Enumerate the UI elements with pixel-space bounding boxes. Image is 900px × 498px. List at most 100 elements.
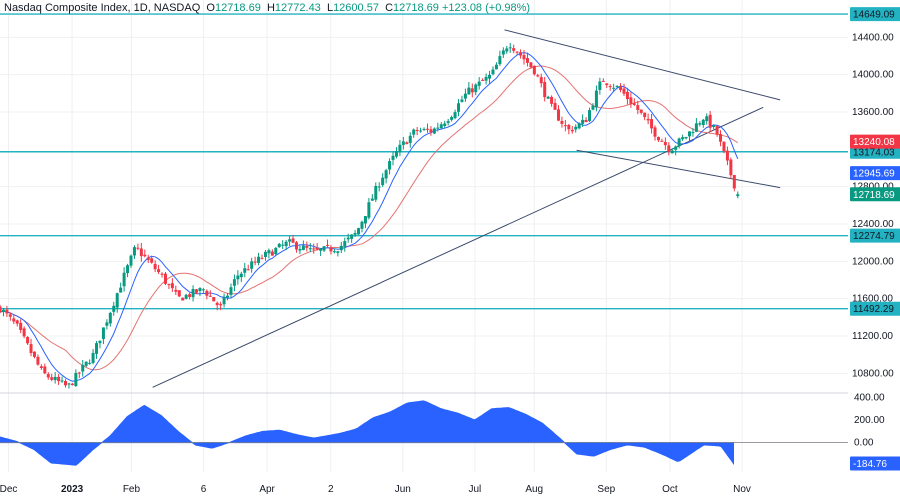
candle-body <box>184 294 188 299</box>
candle-body <box>453 112 457 119</box>
candle-body <box>43 366 47 374</box>
high-key: H <box>266 2 275 14</box>
candle-body <box>619 86 623 90</box>
candle-body <box>370 198 374 201</box>
candle-body <box>246 269 250 271</box>
candle-body <box>660 140 664 142</box>
candle-body <box>670 150 674 154</box>
candle-body <box>215 302 219 306</box>
candle-body <box>546 96 550 99</box>
candle-body <box>715 126 719 135</box>
price-tick-label: 12400.00 <box>852 219 894 230</box>
candle-body <box>53 376 57 381</box>
candle-body <box>153 263 157 270</box>
candle-body <box>81 364 85 372</box>
candle-body <box>108 312 112 324</box>
candle-body <box>139 248 143 257</box>
candle-body <box>195 289 199 293</box>
candle-body <box>681 137 685 140</box>
candle-body <box>415 130 419 132</box>
candle-body <box>353 232 357 235</box>
candle-body <box>405 142 409 145</box>
candle-body <box>26 336 30 344</box>
candle-body <box>360 221 364 229</box>
trendline <box>152 106 764 388</box>
time-tick-label: Nov <box>733 484 751 495</box>
candle-body <box>274 247 278 255</box>
candle-body <box>505 48 509 52</box>
candle-body <box>350 234 354 239</box>
candle-body <box>467 87 471 95</box>
candle-body <box>656 136 660 141</box>
candle-body <box>119 287 123 293</box>
candle-body <box>326 244 330 246</box>
candle-body <box>436 127 440 129</box>
candle-body <box>705 116 709 122</box>
candle-body <box>308 248 312 250</box>
candle-body <box>12 318 16 322</box>
ma_fast-price-label-bg <box>850 166 900 181</box>
candle-body <box>553 103 557 110</box>
candle-body <box>584 119 588 123</box>
time-tick-label: Jun <box>395 484 411 495</box>
candle-body <box>126 265 130 274</box>
level-price-label-bg <box>850 228 900 243</box>
candle-body <box>226 295 230 298</box>
candle-body <box>301 245 305 250</box>
candle-body <box>263 251 267 257</box>
time-tick-label: 2 <box>328 484 334 495</box>
candle-body <box>494 64 498 70</box>
trendline <box>576 149 781 189</box>
time-tick-label: Jul <box>468 484 481 495</box>
candle-body <box>622 88 626 94</box>
candle-body <box>643 112 647 118</box>
candle-body <box>498 56 502 65</box>
level-price-label: 11492.29 <box>853 304 894 315</box>
last-price-label-bg <box>850 187 900 202</box>
candle-body <box>1 309 5 313</box>
candle-body <box>408 135 412 143</box>
candle-body <box>60 380 64 382</box>
candle-body <box>646 118 650 121</box>
candle-body <box>46 374 50 378</box>
candle-body <box>422 128 426 130</box>
candle-body <box>95 343 99 354</box>
candle-body <box>346 237 350 240</box>
candle-body <box>698 123 702 125</box>
candle-body <box>577 123 581 129</box>
candle-body <box>639 109 643 113</box>
candle-body <box>39 366 43 369</box>
candle-body <box>443 123 447 127</box>
ma-fast-line <box>0 52 739 382</box>
candle-body <box>98 340 102 344</box>
candle-body <box>484 76 488 81</box>
candle-body <box>501 50 505 55</box>
price-tick-label: 11200.00 <box>852 331 893 342</box>
candle-body <box>525 58 529 63</box>
candle-body <box>419 130 423 132</box>
candle-body <box>432 128 436 134</box>
candle-body <box>57 376 61 382</box>
candle-body <box>687 131 691 137</box>
candle-body <box>563 125 567 127</box>
candle-body <box>701 119 705 125</box>
candle-body <box>67 383 71 385</box>
level-price-label-bg <box>850 301 900 316</box>
candle-body <box>684 136 688 139</box>
symbol-title: Nasdaq Composite Index, 1D, NASDAQ <box>4 2 201 14</box>
candle-body <box>294 242 298 250</box>
candle-body <box>615 86 619 88</box>
candle-body <box>5 309 9 314</box>
candle-body <box>253 261 257 263</box>
candle-body <box>394 151 398 157</box>
candle-body <box>22 328 26 337</box>
candle-body <box>322 246 326 251</box>
candle-body <box>556 109 560 121</box>
candle-body <box>570 129 574 132</box>
chart-header: Nasdaq Composite Index, 1D, NASDAQ O1271… <box>4 2 530 14</box>
candle-body <box>305 245 309 248</box>
candle-body <box>512 48 516 51</box>
candle-body <box>457 103 461 112</box>
candle-body <box>74 372 78 387</box>
candle-body <box>398 144 402 153</box>
